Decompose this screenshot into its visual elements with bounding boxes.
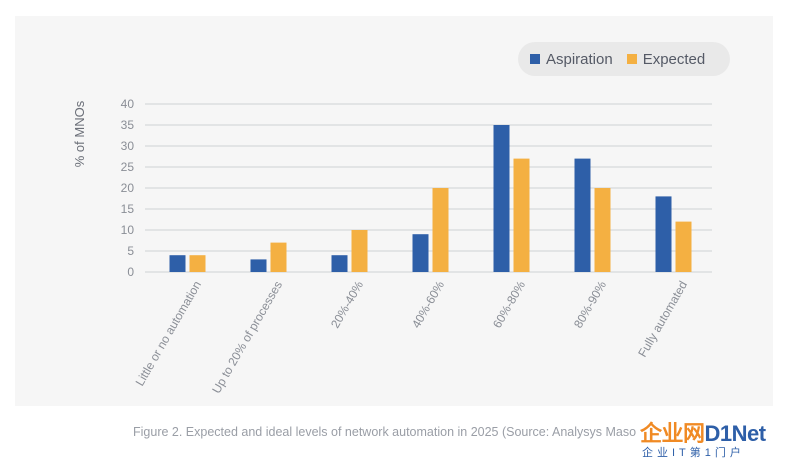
x-tick-label: 20%-40% bbox=[328, 278, 366, 330]
bar-aspiration bbox=[412, 234, 429, 272]
bar-expected bbox=[594, 188, 611, 272]
watermark-orange: 企业网 bbox=[640, 421, 705, 446]
y-tick-label: 10 bbox=[121, 223, 135, 237]
bar-expected bbox=[675, 221, 692, 272]
bar-aspiration bbox=[655, 196, 672, 272]
legend-label-aspiration: Aspiration bbox=[546, 50, 613, 68]
bar-aspiration bbox=[169, 255, 186, 272]
y-tick-label: 25 bbox=[121, 160, 135, 174]
y-tick-label: 30 bbox=[121, 139, 135, 153]
x-tick-label: 60%-80% bbox=[490, 278, 528, 330]
y-tick-label: 15 bbox=[121, 202, 135, 216]
watermark-title: 企业网D1Net bbox=[640, 416, 766, 448]
legend-label-expected: Expected bbox=[642, 50, 706, 68]
x-tick-label: Fully automated bbox=[635, 279, 690, 360]
chart-legend: Aspiration Expected bbox=[518, 42, 730, 76]
bar-expected bbox=[189, 255, 206, 272]
bar-aspiration bbox=[250, 259, 267, 272]
watermark-logo: 企业网D1Net 企业IT第1门户 bbox=[640, 416, 798, 459]
chart-panel bbox=[15, 16, 773, 406]
x-tick-label: 40%-60% bbox=[409, 278, 447, 330]
legend-swatch-expected bbox=[626, 54, 637, 64]
y-tick-label: 35 bbox=[121, 118, 135, 132]
watermark-blue: D1Net bbox=[704, 421, 767, 446]
bar-expected bbox=[351, 230, 368, 272]
bar-aspiration bbox=[331, 255, 348, 272]
y-tick-label: 20 bbox=[121, 181, 135, 195]
bar-aspiration bbox=[574, 158, 591, 272]
legend-item-aspiration: Aspiration bbox=[530, 51, 613, 68]
bar-expected bbox=[270, 242, 287, 272]
figure-caption: Figure 2. Expected and ideal levels of n… bbox=[133, 425, 637, 439]
x-tick-label: Up to 20% of processes bbox=[209, 279, 285, 396]
x-tick-label: Little or no automation bbox=[133, 279, 204, 389]
legend-swatch-aspiration bbox=[530, 54, 540, 64]
y-axis-label: % of MNOs bbox=[72, 100, 87, 167]
bar-expected bbox=[513, 158, 530, 272]
x-tick-label: 80%-90% bbox=[571, 278, 609, 330]
y-tick-label: 5 bbox=[127, 244, 134, 258]
bar-expected bbox=[432, 188, 449, 272]
watermark-subtitle: 企业IT第1门户 bbox=[642, 447, 745, 459]
y-tick-label: 0 bbox=[127, 265, 134, 279]
bar-aspiration bbox=[493, 125, 510, 272]
y-tick-label: 40 bbox=[121, 97, 135, 111]
legend-item-expected: Expected bbox=[626, 50, 706, 68]
